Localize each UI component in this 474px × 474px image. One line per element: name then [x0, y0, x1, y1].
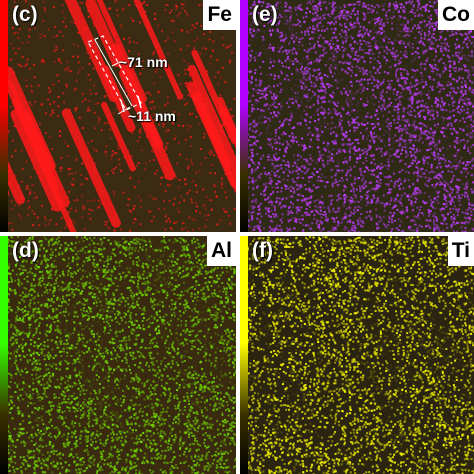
element-tag-al: Al — [207, 236, 236, 266]
al-map-texture — [0, 236, 236, 474]
al-map-panel: (d) Al — [0, 236, 236, 474]
fe-colorbar — [0, 0, 8, 232]
panel-label-f: (f) — [252, 239, 273, 262]
ti-colorbar — [240, 236, 248, 474]
panel-label-d: (d) — [12, 239, 39, 262]
al-colorbar — [0, 236, 8, 474]
panel-label-c: (c) — [12, 3, 38, 26]
element-tag-fe: Fe — [203, 0, 236, 30]
co-map-texture — [240, 0, 474, 232]
panel-label-e: (e) — [252, 3, 278, 26]
fe-map-panel: (c) Fe ~71 nm ~11 nm — [0, 0, 236, 232]
ti-map-texture — [240, 236, 474, 474]
element-tag-ti: Ti — [447, 236, 474, 266]
co-map-panel: (e) Co — [240, 0, 474, 232]
element-tag-co: Co — [438, 0, 474, 30]
ti-map-panel: (f) Ti — [240, 236, 474, 474]
co-colorbar — [240, 0, 248, 232]
fe-map-texture — [0, 0, 236, 232]
width-annotation: ~11 nm — [128, 108, 176, 124]
length-annotation: ~71 nm — [119, 54, 168, 70]
